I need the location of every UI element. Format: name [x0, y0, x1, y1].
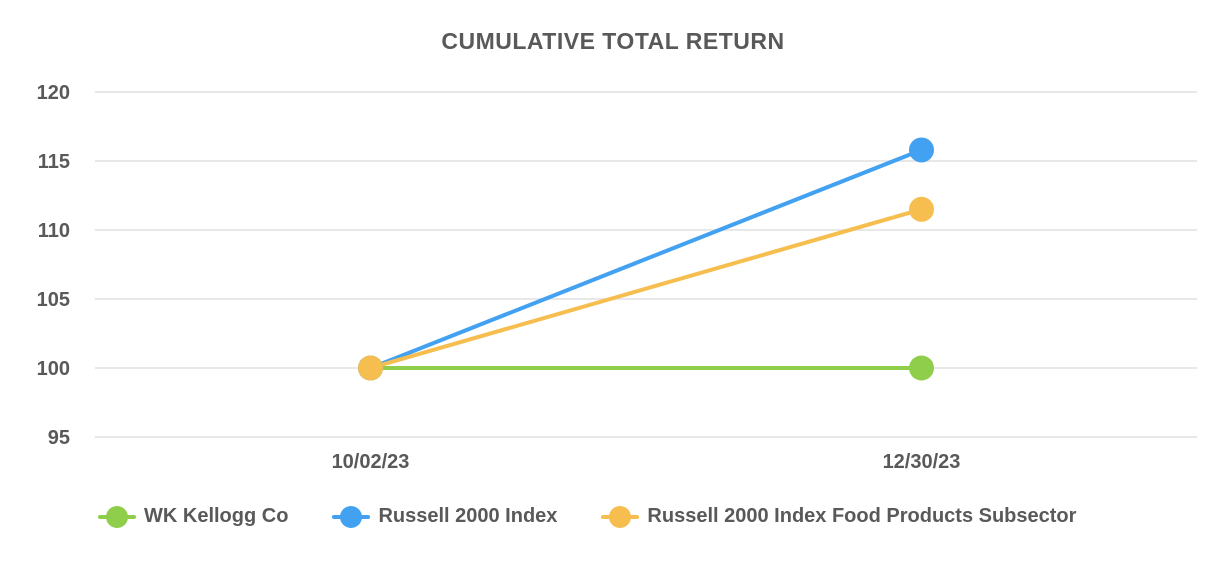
legend-label: Russell 2000 Index Food Products Subsect…	[647, 505, 1077, 527]
y-axis-tick-label: 110	[38, 220, 70, 242]
data-point-marker	[909, 137, 934, 163]
legend-label: Russell 2000 Index	[378, 505, 558, 527]
data-point-marker	[358, 355, 383, 381]
legend-item-wk-kellogg: WK Kellogg Co	[98, 505, 288, 528]
series-line	[368, 207, 924, 370]
x-axis-tick-label: 10/02/23	[332, 451, 410, 473]
y-axis-tick-label: 95	[48, 427, 70, 449]
y-axis-tick-label: 100	[37, 358, 70, 380]
x-axis-tick-label: 12/30/23	[883, 451, 961, 473]
legend-label: WK Kellogg Co	[144, 505, 289, 527]
data-point-marker	[909, 355, 934, 381]
y-axis-tick-label: 105	[37, 289, 70, 311]
series-line	[368, 147, 924, 370]
y-axis-tick-label: 120	[37, 82, 70, 104]
data-point-marker	[909, 196, 934, 222]
legend-marker-blue-icon	[332, 505, 371, 528]
y-axis-tick-label: 115	[38, 151, 70, 173]
chart-legend: WK Kellogg Co Russell 2000 Index Russell…	[98, 505, 1076, 528]
legend-item-russell-2000: Russell 2000 Index	[332, 505, 557, 528]
legend-marker-yellow-icon	[601, 505, 640, 528]
legend-marker-green-icon	[98, 505, 136, 528]
legend-item-russell-2000-food-subsector: Russell 2000 Index Food Products Subsect…	[601, 505, 1076, 528]
chart-title: CUMULATIVE TOTAL RETURN	[441, 28, 785, 54]
